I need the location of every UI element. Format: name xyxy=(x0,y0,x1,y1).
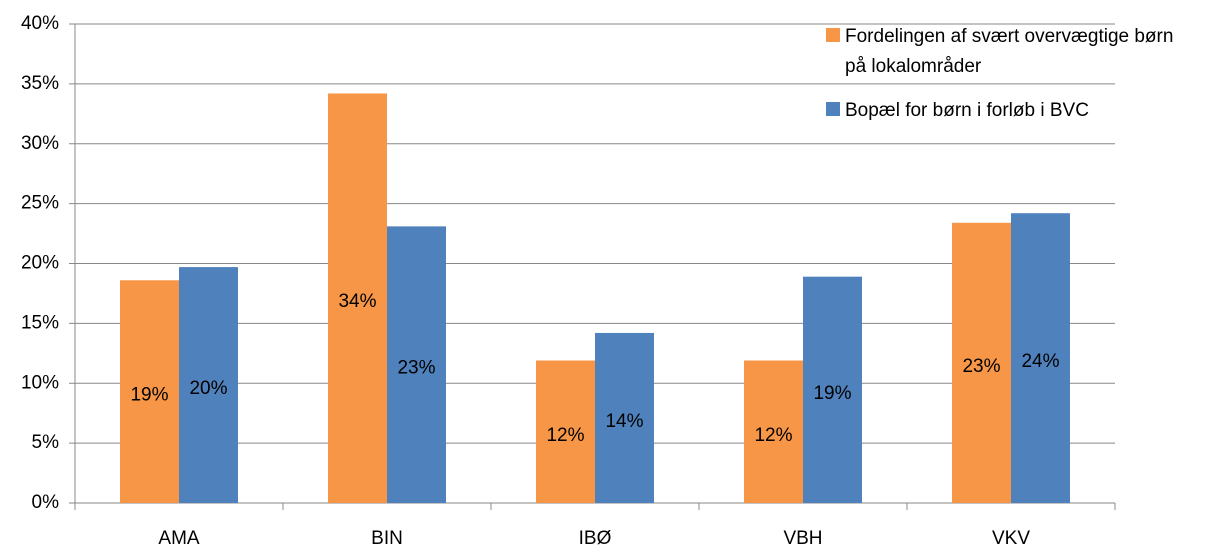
value-label: 24% xyxy=(1021,351,1059,372)
x-tick-label: AMA xyxy=(158,528,200,549)
bar xyxy=(387,226,446,503)
bar xyxy=(120,280,179,503)
bar xyxy=(1011,213,1070,503)
y-tick-label: 35% xyxy=(21,73,59,94)
x-tick-label: VKV xyxy=(992,528,1030,549)
y-tick-label: 15% xyxy=(21,312,59,333)
bar xyxy=(595,332,654,503)
y-tick-label: 0% xyxy=(32,492,60,513)
bar xyxy=(179,267,238,503)
value-label: 12% xyxy=(754,425,792,446)
legend-label: Fordelingen af svært overvægtige børn på… xyxy=(845,26,1174,77)
value-label: 19% xyxy=(813,383,851,404)
value-label: 12% xyxy=(546,425,584,446)
y-tick-label: 25% xyxy=(21,193,59,214)
bar xyxy=(328,93,387,503)
x-tick-label: IBØ xyxy=(579,528,612,549)
value-label: 19% xyxy=(130,385,168,406)
bar xyxy=(536,360,595,503)
value-label: 23% xyxy=(962,356,1000,377)
legend-label: Bopæl for børn i forløb i BVC xyxy=(845,100,1089,121)
bar xyxy=(744,360,803,503)
y-tick-label: 20% xyxy=(21,253,59,274)
value-label: 20% xyxy=(189,378,227,399)
value-label: 23% xyxy=(397,358,435,379)
x-tick-label: VBH xyxy=(783,528,822,549)
bar xyxy=(952,222,1011,503)
legend-swatch xyxy=(826,102,840,116)
legend-swatch xyxy=(826,28,840,42)
y-tick-label: 40% xyxy=(21,13,59,34)
y-tick-label: 10% xyxy=(21,372,59,393)
value-label: 14% xyxy=(605,411,643,432)
x-tick-label: BIN xyxy=(371,528,403,549)
y-tick-label: 30% xyxy=(21,133,59,154)
bar xyxy=(803,276,862,503)
value-label: 34% xyxy=(338,291,376,312)
y-tick-label: 5% xyxy=(32,432,60,453)
